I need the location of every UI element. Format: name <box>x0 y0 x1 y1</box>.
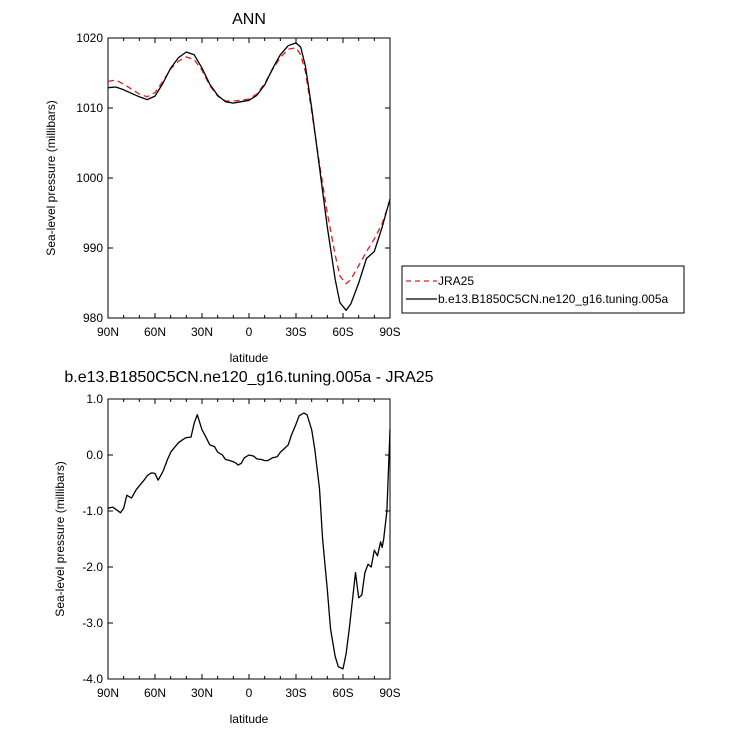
y-tick-label: 1010 <box>76 101 103 115</box>
legend-label-jra25: JRA25 <box>438 274 474 288</box>
x-tick-label: 30S <box>285 686 306 700</box>
legend-box <box>401 265 685 314</box>
top-chart-title: ANN <box>232 11 266 28</box>
y-tick-label: 990 <box>83 241 103 255</box>
y-tick-label: 1.0 <box>86 392 103 406</box>
y-tick-label: 980 <box>83 311 103 325</box>
x-tick-label: 30N <box>191 686 213 700</box>
y-tick-label: -2.0 <box>82 560 103 574</box>
top-series-group <box>107 42 391 311</box>
bottom-panel: b.e13.B1850C5CN.ne120_g16.tuning.005a - … <box>53 369 434 726</box>
bottom-y-axis-label: Sea-level pressure (millibars) <box>53 461 67 616</box>
x-tick-label: 60S <box>332 325 353 339</box>
y-tick-label: -3.0 <box>82 616 103 630</box>
y-tick-label: 1020 <box>76 31 103 45</box>
bottom-series-group <box>107 412 391 670</box>
bottom-chart-title: b.e13.B1850C5CN.ne120_g16.tuning.005a - … <box>64 369 433 386</box>
bottom-y-axis: -4.0 -3.0 -2.0 -1.0 0.0 1.0 <box>82 392 390 686</box>
x-tick-label: 90N <box>97 686 119 700</box>
legend: JRA25 b.e13.B1850C5CN.ne120_g16.tuning.0… <box>401 265 685 314</box>
top-x-axis: 90N 60N 30N 0 30S 60S 90S <box>97 38 401 339</box>
bottom-x-axis-label: latitude <box>230 712 269 726</box>
top-series-line-0 <box>107 47 391 285</box>
top-y-axis: 980 990 1000 1010 1020 <box>76 31 390 325</box>
top-series-line-1 <box>107 42 391 311</box>
y-tick-label: 0.0 <box>86 448 103 462</box>
x-tick-label: 90N <box>97 325 119 339</box>
legend-label-model: b.e13.B1850C5CN.ne120_g16.tuning.005a <box>438 292 669 306</box>
x-tick-label: 0 <box>246 686 253 700</box>
y-tick-label: -1.0 <box>82 504 103 518</box>
x-tick-label: 90S <box>379 325 400 339</box>
x-tick-label: 30S <box>285 325 306 339</box>
top-x-axis-label: latitude <box>230 351 269 365</box>
x-tick-label: 60N <box>144 325 166 339</box>
x-tick-label: 90S <box>379 686 400 700</box>
x-tick-label: 30N <box>191 325 213 339</box>
top-y-axis-label: Sea-level pressure (millibars) <box>44 100 58 255</box>
y-tick-label: 1000 <box>76 171 103 185</box>
top-plot-frame <box>107 37 391 319</box>
bottom-series-line-0 <box>107 412 391 670</box>
y-tick-label: -4.0 <box>82 672 103 686</box>
x-tick-label: 0 <box>246 325 253 339</box>
x-tick-label: 60N <box>144 686 166 700</box>
bottom-x-axis: 90N 60N 30N 0 30S 60S 90S <box>97 399 401 700</box>
x-tick-label: 60S <box>332 686 353 700</box>
